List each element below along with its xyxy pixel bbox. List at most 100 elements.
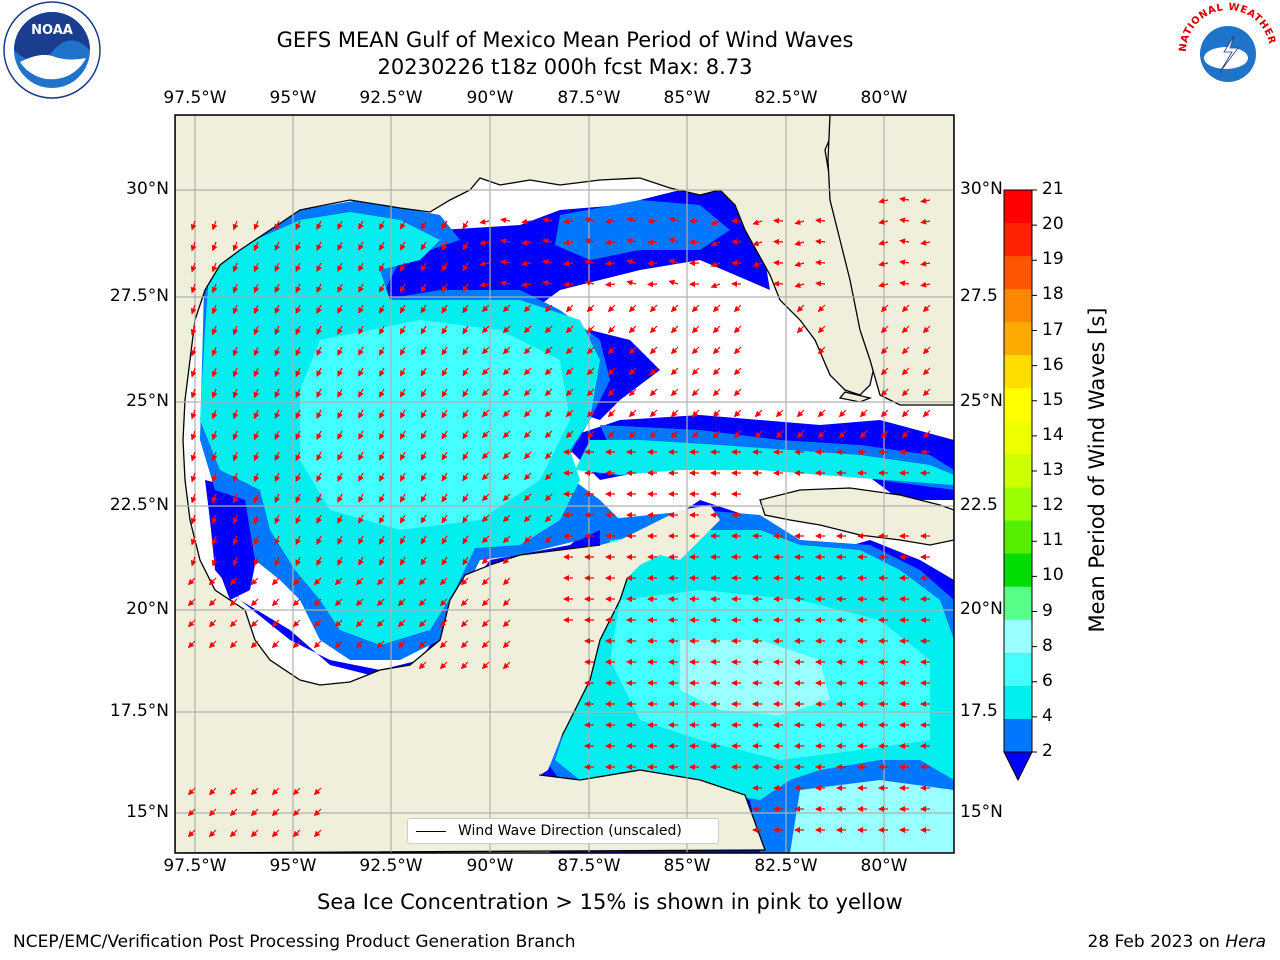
wave-direction-arrow bbox=[817, 430, 826, 439]
wave-direction-arrow bbox=[605, 218, 616, 225]
wave-direction-arrow bbox=[691, 346, 700, 355]
wave-direction-arrow bbox=[316, 472, 322, 482]
wave-direction-arrow bbox=[420, 493, 427, 503]
lat-tick-left: 27.5°N bbox=[109, 286, 169, 306]
wave-direction-arrow bbox=[586, 367, 595, 376]
wave-direction-arrow bbox=[232, 367, 239, 378]
wave-direction-arrow bbox=[399, 514, 406, 524]
wave-direction-arrow bbox=[399, 472, 406, 482]
wave-direction-arrow bbox=[316, 262, 322, 272]
wave-direction-arrow bbox=[670, 409, 679, 418]
wave-direction-arrow bbox=[379, 451, 385, 461]
lat-tick-right: 15°N bbox=[960, 802, 1003, 822]
wave-direction-arrow bbox=[271, 787, 280, 796]
wave-direction-arrow bbox=[605, 260, 616, 267]
wave-direction-arrow bbox=[295, 451, 302, 462]
wave-direction-arrow bbox=[316, 388, 322, 398]
wave-direction-arrow bbox=[399, 451, 406, 461]
wave-direction-arrow bbox=[521, 239, 532, 246]
wave-direction-arrow bbox=[316, 556, 322, 566]
wave-direction-arrow bbox=[211, 283, 218, 294]
wave-direction-arrow bbox=[586, 388, 595, 397]
wave-direction-arrow bbox=[626, 216, 637, 223]
wave-direction-arrow bbox=[376, 640, 385, 649]
wave-direction-arrow bbox=[544, 535, 553, 544]
wave-direction-arrow bbox=[544, 409, 553, 418]
wave-direction-arrow bbox=[817, 325, 826, 334]
wave-direction-arrow bbox=[899, 280, 910, 287]
wave-direction-arrow bbox=[211, 325, 218, 336]
lat-tick-left: 17.5°N bbox=[109, 701, 169, 721]
wave-direction-arrow bbox=[337, 388, 343, 398]
wave-direction-arrow bbox=[232, 220, 239, 231]
wave-direction-arrow bbox=[211, 304, 218, 315]
lon-tick-bottom: 90°W bbox=[466, 856, 514, 876]
wave-direction-arrow bbox=[334, 598, 343, 607]
wave-direction-arrow bbox=[253, 304, 260, 315]
wave-direction-arrow bbox=[441, 346, 448, 356]
wave-direction-arrow bbox=[670, 304, 679, 313]
wave-direction-arrow bbox=[481, 598, 490, 607]
wave-direction-arrow bbox=[190, 493, 197, 504]
wave-direction-arrow bbox=[337, 493, 343, 503]
wave-direction-arrow bbox=[668, 258, 679, 265]
wave-direction-arrow bbox=[502, 640, 511, 649]
wave-direction-arrow bbox=[292, 619, 301, 628]
wave-direction-arrow bbox=[271, 829, 280, 838]
wave-direction-arrow bbox=[229, 577, 238, 586]
wave-direction-arrow bbox=[462, 325, 469, 335]
wave-direction-arrow bbox=[817, 346, 826, 355]
wave-direction-arrow bbox=[502, 325, 511, 334]
wave-direction-arrow bbox=[441, 409, 448, 419]
wave-direction-arrow bbox=[460, 661, 469, 670]
wave-direction-arrow bbox=[232, 262, 239, 273]
colorbar-band bbox=[1004, 421, 1032, 455]
lat-tick-left: 15°N bbox=[126, 802, 169, 822]
wave-direction-arrow bbox=[271, 619, 280, 628]
wave-direction-arrow bbox=[211, 472, 218, 483]
wave-direction-arrow bbox=[232, 556, 239, 567]
wave-direction-arrow bbox=[712, 430, 721, 439]
wave-direction-arrow bbox=[399, 409, 406, 419]
wave-direction-arrow bbox=[462, 304, 469, 314]
wave-direction-arrow bbox=[920, 239, 931, 246]
wave-direction-arrow bbox=[313, 787, 322, 796]
wave-direction-arrow bbox=[710, 282, 721, 289]
wave-direction-arrow bbox=[502, 346, 511, 355]
wave-direction-arrow bbox=[187, 577, 196, 586]
wave-direction-arrow bbox=[521, 281, 532, 288]
wave-direction-arrow bbox=[502, 388, 511, 397]
wave-direction-arrow bbox=[271, 808, 280, 817]
wave-direction-arrow bbox=[211, 430, 218, 441]
wave-direction-arrow bbox=[295, 346, 302, 357]
wave-direction-arrow bbox=[500, 217, 511, 224]
wave-direction-arrow bbox=[775, 430, 784, 439]
colorbar-label: 16 bbox=[1042, 354, 1064, 375]
wave-direction-arrow bbox=[295, 556, 302, 567]
wave-direction-arrow bbox=[462, 241, 469, 251]
wave-direction-arrow bbox=[460, 598, 469, 607]
wave-direction-arrow bbox=[922, 430, 931, 439]
noaa-logo-text: NOAA bbox=[31, 23, 73, 38]
wave-direction-arrow bbox=[733, 409, 742, 418]
wave-direction-arrow bbox=[733, 346, 742, 355]
wave-direction-arrow bbox=[229, 808, 238, 817]
lat-tick-left: 30°N bbox=[126, 179, 169, 199]
wave-direction-arrow bbox=[379, 220, 385, 230]
wave-direction-arrow bbox=[544, 514, 553, 523]
wave-direction-arrow bbox=[190, 220, 197, 231]
wave-direction-arrow bbox=[274, 283, 281, 294]
wave-direction-arrow bbox=[337, 514, 343, 524]
wave-direction-arrow bbox=[607, 388, 616, 397]
wave-direction-arrow bbox=[313, 808, 322, 817]
wave-direction-arrow bbox=[274, 367, 281, 378]
wave-direction-arrow bbox=[710, 240, 721, 247]
wave-direction-arrow bbox=[229, 787, 238, 796]
wave-direction-arrow bbox=[211, 241, 218, 252]
wave-direction-arrow bbox=[647, 218, 658, 225]
wave-direction-arrow bbox=[274, 409, 281, 420]
wave-direction-arrow bbox=[337, 304, 343, 314]
wave-direction-arrow bbox=[563, 260, 574, 267]
wave-direction-arrow bbox=[710, 219, 721, 226]
wave-direction-arrow bbox=[922, 367, 931, 376]
